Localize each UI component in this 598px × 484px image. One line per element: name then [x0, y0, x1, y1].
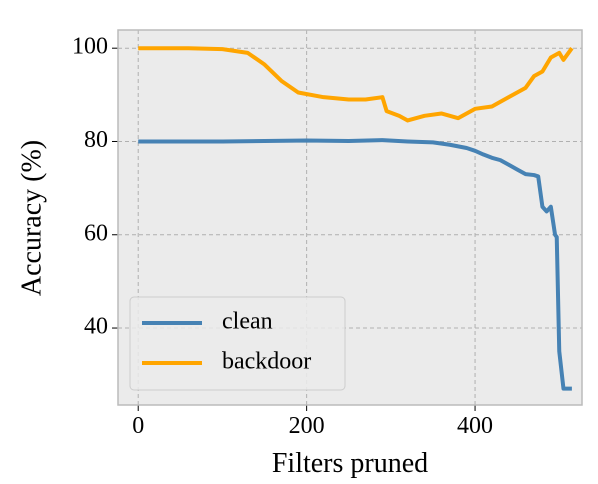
y-tick-label: 80: [84, 127, 108, 153]
x-tick-label: 400: [457, 413, 493, 439]
x-tick-label: 0: [132, 413, 144, 439]
x-axis-label: Filters pruned: [272, 448, 428, 479]
legend-label: clean: [222, 309, 273, 335]
axes-frame: [117, 29, 583, 406]
y-tick-label: 40: [84, 314, 108, 340]
legend-label: backdoor: [222, 349, 311, 375]
line: [138, 138, 572, 391]
line: [138, 46, 574, 123]
legend-box: [129, 296, 346, 391]
y-tick-label: 100: [72, 34, 108, 60]
y-axis-label: Accuracy (%): [16, 140, 47, 296]
y-tick-label: 60: [84, 220, 108, 246]
x-tick-label: 200: [289, 413, 325, 439]
